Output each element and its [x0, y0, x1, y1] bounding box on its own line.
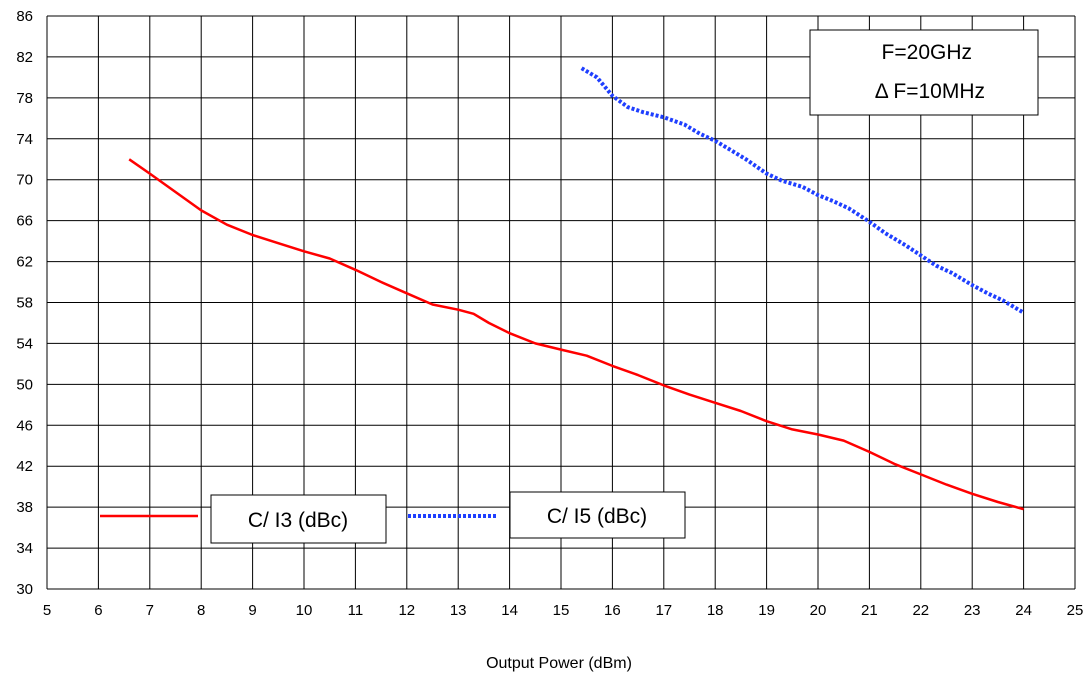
x-tick-label: 16 [604, 602, 621, 619]
x-tick-label: 15 [553, 602, 570, 619]
x-tick-label: 6 [94, 602, 102, 619]
x-tick-label: 5 [43, 602, 51, 619]
x-tick-label: 21 [861, 602, 878, 619]
x-axis-title: Output Power (dBm) [486, 655, 632, 672]
y-tick-label: 66 [16, 213, 33, 230]
y-tick-label: 58 [16, 295, 33, 312]
x-tick-label: 10 [296, 602, 313, 619]
x-tick-label: 20 [810, 602, 827, 619]
grid [46, 15, 1076, 590]
legend-label-ci5: C/ I5 (dBc) [547, 505, 647, 528]
x-tick-label: 19 [758, 602, 775, 619]
x-tick-label: 7 [146, 602, 154, 619]
x-tick-label: 17 [655, 602, 672, 619]
legend-label-ci3: C/ I3 (dBc) [248, 509, 348, 532]
annotation-delta-frequency: Δ F=10MHz [875, 80, 985, 103]
series-line-ci3 [128, 158, 1024, 511]
y-tick-labels: 30 34 38 42 46 50 54 58 62 66 70 74 78 82 86 [16, 8, 33, 598]
x-tick-label: 25 [1067, 602, 1084, 619]
x-tick-label: 12 [398, 602, 415, 619]
y-tick-label: 62 [16, 254, 33, 271]
y-tick-label: 30 [16, 581, 33, 598]
y-tick-label: 78 [16, 90, 33, 107]
y-tick-label: 38 [16, 499, 33, 516]
x-tick-label: 24 [1015, 602, 1032, 619]
y-tick-label: 42 [16, 458, 33, 475]
x-tick-label: 8 [197, 602, 205, 619]
y-tick-label: 46 [16, 417, 33, 434]
x-tick-label: 22 [912, 602, 929, 619]
x-tick-labels: 5 6 7 8 9 10 11 12 13 14 15 16 17 18 19 20 21 22 23 24 25 [43, 602, 1084, 619]
legend: C/ I3 (dBc) C/ I5 (dBc) [100, 491, 686, 544]
legend-box-ci5 [509, 491, 686, 539]
y-tick-label: 74 [16, 131, 33, 148]
y-tick-label: 86 [16, 8, 33, 25]
x-tick-label: 11 [348, 602, 364, 619]
y-tick-label: 70 [16, 172, 33, 189]
x-tick-label: 18 [707, 602, 724, 619]
x-tick-label: 23 [964, 602, 981, 619]
series-line-ci5 [580, 66, 1025, 315]
y-tick-label: 82 [16, 49, 33, 66]
x-tick-label: 14 [501, 602, 518, 619]
y-tick-label: 34 [16, 540, 33, 557]
x-tick-label: 13 [450, 602, 467, 619]
annotation-frame [809, 29, 1039, 116]
annotation-frequency: F=20GHz [882, 41, 972, 64]
series-lines [128, 66, 1025, 511]
y-tick-label: 54 [16, 335, 33, 352]
legend-box-ci3 [210, 494, 387, 544]
annotation-box: F=20GHz Δ F=10MHz [809, 29, 1039, 116]
y-tick-label: 50 [16, 376, 33, 393]
x-tick-label: 9 [248, 602, 256, 619]
